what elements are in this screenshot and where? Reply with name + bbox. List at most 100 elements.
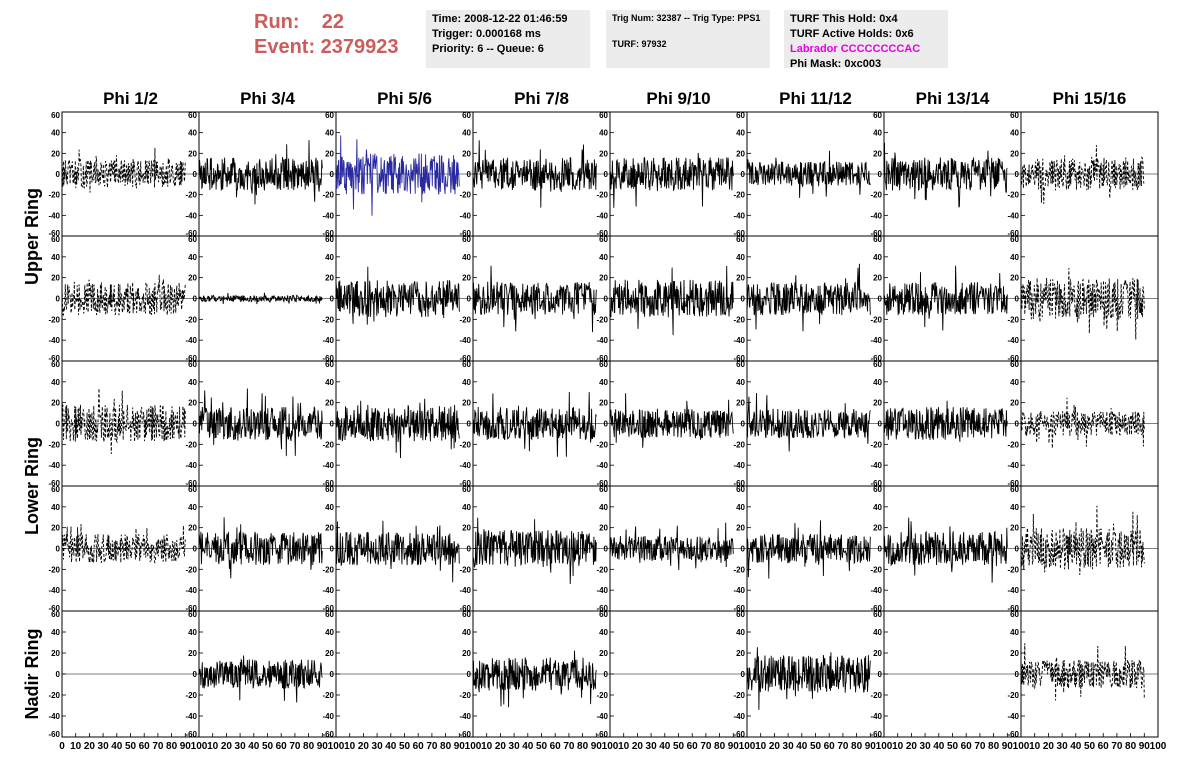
ytick-label-r1-c7-6: 60 xyxy=(1010,235,1019,244)
xtick-label-c6-10: 100 xyxy=(1013,741,1030,752)
xtick-label-c5-8: 80 xyxy=(851,741,863,752)
xtick-label-c2-2: 20 xyxy=(358,741,370,752)
waveform-r0-c7 xyxy=(1020,145,1145,204)
ytick-label-r1-c3-4: 20 xyxy=(462,274,471,283)
ytick-label-r0-c0-1: -40 xyxy=(48,211,60,220)
ytick-label-r3-c7-2: -20 xyxy=(1007,565,1019,574)
ytick-label-r0-c1-6: 60 xyxy=(188,111,197,120)
ytick-label-r2-c2-3: 0 xyxy=(330,420,335,429)
ytick-label-r2-c3-3: 0 xyxy=(467,420,472,429)
ytick-label-r1-c4-4: 20 xyxy=(599,274,608,283)
xtick-label-c4-5: 50 xyxy=(673,741,685,752)
ytick-label-r1-c6-2: -20 xyxy=(870,315,882,324)
ytick-label-r2-c1-2: -20 xyxy=(185,440,197,449)
ytick-label-r3-c4-1: -40 xyxy=(596,586,608,595)
ytick-label-r2-c1-4: 20 xyxy=(188,399,197,408)
ytick-label-r1-c3-6: 60 xyxy=(462,235,471,244)
xtick-label-c5-9: 90 xyxy=(865,741,877,752)
ytick-label-r2-c3-2: -20 xyxy=(459,440,471,449)
ytick-label-r4-c0-4: 20 xyxy=(51,649,60,658)
xtick-label-c7-3: 30 xyxy=(1057,741,1069,752)
ytick-label-r4-c4-3: 0 xyxy=(604,670,609,679)
ytick-label-r4-c3-2: -20 xyxy=(459,691,471,700)
ytick-label-r4-c3-6: 60 xyxy=(462,610,471,619)
ytick-label-r1-c0-5: 40 xyxy=(51,253,60,262)
ytick-label-r2-c3-5: 40 xyxy=(462,378,471,387)
ytick-label-r3-c0-1: -40 xyxy=(48,586,60,595)
ytick-label-r4-c7-4: 20 xyxy=(1010,649,1019,658)
ytick-label-r2-c5-4: 20 xyxy=(736,399,745,408)
waveform-r4-c7 xyxy=(1020,643,1145,701)
ytick-label-r2-c4-6: 60 xyxy=(599,360,608,369)
ytick-label-r0-c4-5: 40 xyxy=(599,129,608,138)
ytick-label-r0-c0-3: 0 xyxy=(56,170,61,179)
ytick-label-r2-c1-6: 60 xyxy=(188,360,197,369)
ytick-label-r4-c4-4: 20 xyxy=(599,649,608,658)
ytick-label-r2-c4-1: -40 xyxy=(596,461,608,470)
trigger-info-box: Trig Num: 32387 -- Trig Type: PPS1 TURF:… xyxy=(606,10,770,68)
ytick-label-r2-c6-2: -20 xyxy=(870,440,882,449)
xtick-label-c5-2: 20 xyxy=(769,741,781,752)
ytick-label-r0-c7-5: 40 xyxy=(1010,129,1019,138)
ytick-label-r0-c0-4: 20 xyxy=(51,149,60,158)
xtick-label-c5-6: 60 xyxy=(824,741,836,752)
ytick-label-r4-c3-4: 20 xyxy=(462,649,471,658)
xtick-label-c5-3: 30 xyxy=(783,741,795,752)
xtick-label-c7-6: 60 xyxy=(1098,741,1110,752)
ytick-label-r1-c3-1: -40 xyxy=(459,336,471,345)
ytick-label-r4-c3-0: -60 xyxy=(459,730,471,739)
ytick-label-r4-c5-2: -20 xyxy=(733,691,745,700)
xtick-label-c3-7: 70 xyxy=(563,741,575,752)
ytick-label-r2-c6-3: 0 xyxy=(878,420,883,429)
ytick-label-r2-c1-1: -40 xyxy=(185,461,197,470)
ytick-label-r2-c7-1: -40 xyxy=(1007,461,1019,470)
ytick-label-r4-c2-5: 40 xyxy=(325,628,334,637)
turf-active-holds-text: TURF Active Holds: 0x6 xyxy=(790,28,914,40)
xtick-label-c4-9: 90 xyxy=(728,741,740,752)
xtick-label-c4-10: 100 xyxy=(739,741,756,752)
ytick-label-r3-c0-5: 40 xyxy=(51,503,60,512)
ytick-label-r0-c6-3: 0 xyxy=(878,170,883,179)
ytick-label-r2-c4-2: -20 xyxy=(596,440,608,449)
xtick-label-c4-2: 20 xyxy=(632,741,644,752)
waveform-r1-c2 xyxy=(335,266,460,325)
ytick-label-r0-c6-6: 60 xyxy=(873,111,882,120)
ytick-label-r1-c6-4: 20 xyxy=(873,274,882,283)
ytick-label-r0-c4-4: 20 xyxy=(599,149,608,158)
ytick-label-r3-c1-6: 60 xyxy=(188,485,197,494)
row-title-2: Lower Ring xyxy=(22,437,42,535)
trig-num-text: Trig Num: 32387 -- Trig Type: PPS1 xyxy=(612,13,761,23)
xtick-label-c0-2: 20 xyxy=(84,741,96,752)
waveform-r3-c7 xyxy=(1020,505,1145,575)
waveform-r0-c4 xyxy=(609,152,734,208)
waveform-r3-c4 xyxy=(609,522,734,571)
xtick-label-c5-7: 70 xyxy=(837,741,849,752)
ytick-label-r0-c7-4: 20 xyxy=(1010,149,1019,158)
ytick-label-r0-c0-2: -20 xyxy=(48,191,60,200)
ytick-label-r1-c2-0: -60 xyxy=(322,354,334,363)
xtick-label-c7-2: 20 xyxy=(1043,741,1055,752)
ytick-label-r2-c0-4: 20 xyxy=(51,399,60,408)
xtick-label-c6-4: 40 xyxy=(933,741,945,752)
ytick-label-r4-c5-4: 20 xyxy=(736,649,745,658)
ytick-label-r3-c5-4: 20 xyxy=(736,524,745,533)
ytick-label-r2-c5-2: -20 xyxy=(733,440,745,449)
ytick-label-r4-c6-2: -20 xyxy=(870,691,882,700)
ytick-label-r2-c7-3: 0 xyxy=(1015,420,1020,429)
ytick-label-r3-c4-0: -60 xyxy=(596,604,608,613)
ytick-label-r1-c7-2: -20 xyxy=(1007,315,1019,324)
waveform-r1-c6 xyxy=(883,265,1008,331)
ytick-label-r3-c6-1: -40 xyxy=(870,586,882,595)
ytick-label-r0-c5-6: 60 xyxy=(736,111,745,120)
ytick-label-r1-c6-3: 0 xyxy=(878,295,883,304)
xtick-label-c7-4: 40 xyxy=(1070,741,1082,752)
ytick-label-r0-c4-0: -60 xyxy=(596,229,608,238)
ytick-label-r3-c3-1: -40 xyxy=(459,586,471,595)
ytick-label-r0-c4-3: 0 xyxy=(604,170,609,179)
ytick-label-r3-c1-2: -20 xyxy=(185,565,197,574)
ytick-label-r2-c2-0: -60 xyxy=(322,479,334,488)
ytick-label-r2-c2-1: -40 xyxy=(322,461,334,470)
ytick-label-r0-c1-4: 20 xyxy=(188,149,197,158)
ytick-label-r3-c7-0: -60 xyxy=(1007,604,1019,613)
waveform-r3-c5 xyxy=(746,520,871,579)
